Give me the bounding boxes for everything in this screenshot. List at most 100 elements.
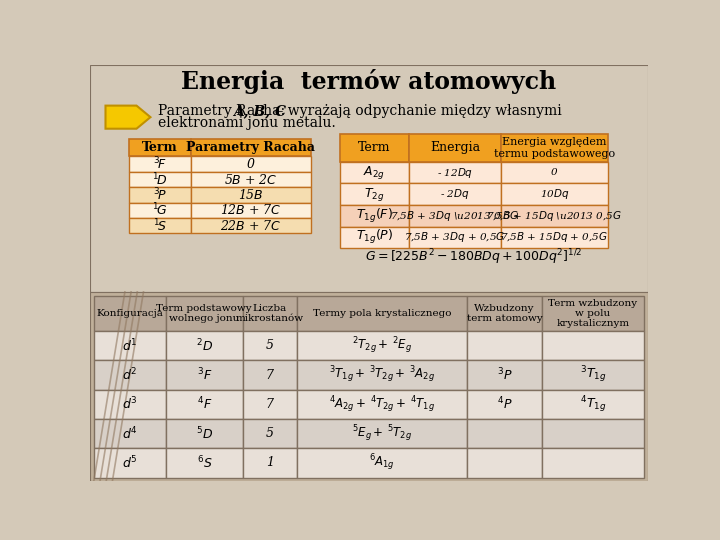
Bar xyxy=(191,187,311,202)
Bar xyxy=(340,226,409,248)
Text: $^3P$: $^3P$ xyxy=(497,367,513,383)
Text: Term: Term xyxy=(142,141,178,154)
Text: $G = [225B^2 - 180BDq + 100Dq^2]^{1/2}$: $G = [225B^2 - 180BDq + 100Dq^2]^{1/2}$ xyxy=(365,247,582,267)
Text: $^2D$: $^2D$ xyxy=(196,338,213,354)
Bar xyxy=(340,162,409,184)
Text: $d^1$: $d^1$ xyxy=(122,338,138,354)
Bar xyxy=(409,226,500,248)
Bar xyxy=(243,419,297,448)
Bar xyxy=(243,361,297,390)
Bar xyxy=(129,218,191,233)
Bar xyxy=(166,296,243,331)
Bar xyxy=(467,448,542,477)
Text: Term: Term xyxy=(358,141,391,154)
Bar xyxy=(500,205,608,226)
Text: Parametry Racaha: Parametry Racaha xyxy=(186,141,315,154)
Bar xyxy=(243,331,297,361)
Bar xyxy=(297,296,467,331)
Text: $^6A_{1g}$: $^6A_{1g}$ xyxy=(369,453,395,473)
Text: 7,5$B$ + 3$Dq$ \u2013 0,5$G$: 7,5$B$ + 3$Dq$ \u2013 0,5$G$ xyxy=(390,209,520,222)
Text: $^6S$: $^6S$ xyxy=(197,455,212,471)
Bar xyxy=(467,361,542,390)
Text: 7,5$B$ + 15$Dq$ + 0,5$G$: 7,5$B$ + 15$Dq$ + 0,5$G$ xyxy=(500,230,608,244)
Text: $^5D$: $^5D$ xyxy=(196,426,213,442)
Text: 0: 0 xyxy=(247,158,255,171)
Bar xyxy=(129,157,191,172)
Text: - 2$Dq$: - 2$Dq$ xyxy=(440,187,470,201)
Bar xyxy=(500,162,608,184)
Bar xyxy=(243,390,297,419)
Bar xyxy=(90,65,648,292)
Text: $^3\!P$: $^3\!P$ xyxy=(153,187,166,203)
Text: Energia względem
termu podstawowego: Energia względem termu podstawowego xyxy=(494,137,615,159)
Bar xyxy=(467,331,542,361)
Text: 5: 5 xyxy=(266,427,274,440)
Bar xyxy=(166,448,243,477)
Bar xyxy=(94,419,166,448)
Text: $d^3$: $d^3$ xyxy=(122,396,138,413)
Text: $^3T_{1g}$: $^3T_{1g}$ xyxy=(580,365,606,386)
Bar xyxy=(243,448,297,477)
Bar xyxy=(191,202,311,218)
Text: Parametry Racha:: Parametry Racha: xyxy=(158,104,289,118)
Text: $^3F$: $^3F$ xyxy=(197,367,212,383)
Text: 22$B$ + 7$C$: 22$B$ + 7$C$ xyxy=(220,219,282,233)
Text: Term podstawowy
wolnego jonu: Term podstawowy wolnego jonu xyxy=(156,304,252,323)
Bar xyxy=(467,419,542,448)
Bar xyxy=(542,448,644,477)
Text: 5$B$ + 2$C$: 5$B$ + 2$C$ xyxy=(224,173,278,186)
Text: 7,5$B$ + 3$Dq$ + 0,5$G$: 7,5$B$ + 3$Dq$ + 0,5$G$ xyxy=(405,230,505,244)
Bar xyxy=(129,202,191,218)
Bar xyxy=(542,390,644,419)
Bar xyxy=(90,292,648,481)
Bar xyxy=(340,184,409,205)
Text: 15$B$: 15$B$ xyxy=(238,188,264,202)
Text: $^4F$: $^4F$ xyxy=(197,396,212,413)
Bar xyxy=(191,218,311,233)
Text: $^4T_{1g}$: $^4T_{1g}$ xyxy=(580,394,606,415)
Bar xyxy=(243,296,297,331)
Bar xyxy=(94,331,166,361)
Text: $d^5$: $d^5$ xyxy=(122,455,138,471)
Text: $^1\!D$: $^1\!D$ xyxy=(152,171,167,188)
Text: – wyrażają odpychanie między własnymi: – wyrażają odpychanie między własnymi xyxy=(272,104,562,118)
Text: Energia  termów atomowych: Energia termów atomowych xyxy=(181,69,557,94)
Text: - 12$Dq$: - 12$Dq$ xyxy=(437,166,473,180)
Bar xyxy=(500,184,608,205)
Text: Termy pola krystalicznego: Termy pola krystalicznego xyxy=(313,309,451,318)
Text: 10$Dq$: 10$Dq$ xyxy=(539,187,569,201)
Text: Wzbudzony
term atomowy: Wzbudzony term atomowy xyxy=(467,304,542,323)
Text: 7: 7 xyxy=(266,369,274,382)
Text: $^1\!G$: $^1\!G$ xyxy=(152,202,167,219)
Bar xyxy=(191,139,311,157)
Bar xyxy=(340,205,409,226)
Text: $^3\!F$: $^3\!F$ xyxy=(153,156,166,172)
Text: $^3T_{1g}+\,^3T_{2g}+\,^3A_{2g}$: $^3T_{1g}+\,^3T_{2g}+\,^3A_{2g}$ xyxy=(329,365,435,386)
Bar xyxy=(500,134,608,162)
Text: $^4P$: $^4P$ xyxy=(497,396,513,413)
Bar xyxy=(409,205,500,226)
Bar xyxy=(409,162,500,184)
Text: Konfiguracja: Konfiguracja xyxy=(96,309,163,318)
Text: 5: 5 xyxy=(266,339,274,353)
Bar xyxy=(129,172,191,187)
Text: Energia: Energia xyxy=(430,141,480,154)
Text: $A_{2g}$: $A_{2g}$ xyxy=(364,164,385,181)
Bar xyxy=(500,226,608,248)
Text: $T_{2g}$: $T_{2g}$ xyxy=(364,186,384,202)
Text: Term wzbudzony
w polu
krystalicznym: Term wzbudzony w polu krystalicznym xyxy=(549,299,637,328)
Bar xyxy=(166,390,243,419)
Text: $^2T_{2g}+\,^2E_g$: $^2T_{2g}+\,^2E_g$ xyxy=(352,335,413,356)
Text: $T_{1g}(P)$: $T_{1g}(P)$ xyxy=(356,228,393,246)
Bar xyxy=(542,419,644,448)
Bar xyxy=(94,390,166,419)
Text: 0: 0 xyxy=(551,168,557,177)
Text: elektronami jonu metalu.: elektronami jonu metalu. xyxy=(158,116,336,130)
Bar xyxy=(542,296,644,331)
Text: $^5E_g+\,^5T_{2g}$: $^5E_g+\,^5T_{2g}$ xyxy=(352,423,413,444)
Text: A, B, C: A, B, C xyxy=(233,104,287,118)
Bar xyxy=(297,390,467,419)
Bar xyxy=(166,361,243,390)
Bar xyxy=(467,296,542,331)
Text: 1: 1 xyxy=(266,456,274,469)
